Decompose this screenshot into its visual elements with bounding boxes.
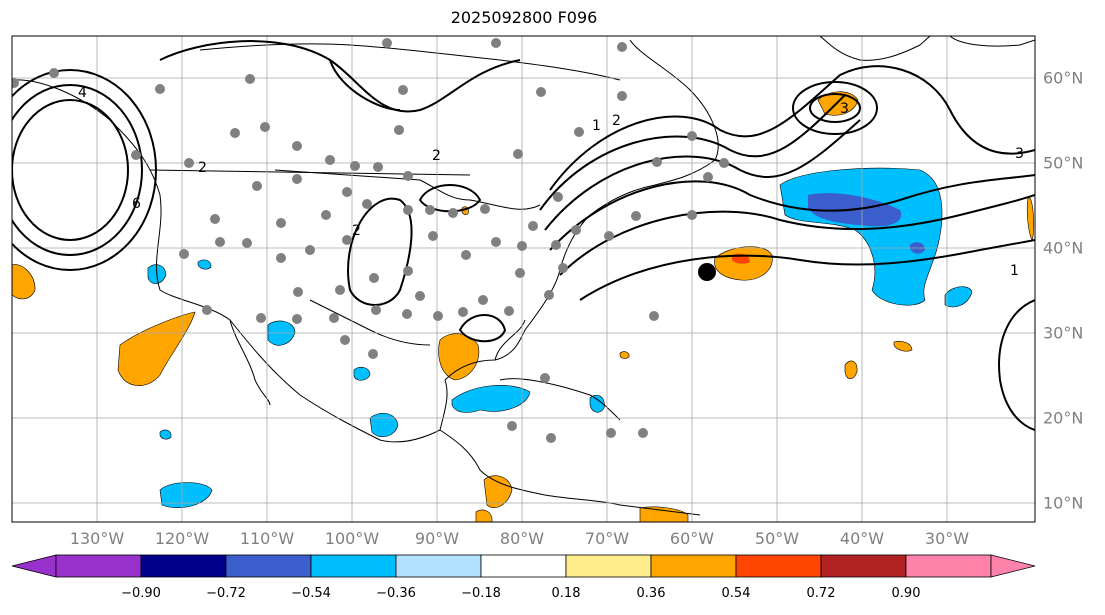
lon-label: 70°W xyxy=(584,529,630,548)
colorbar-tick: 0.18 xyxy=(551,586,581,601)
storm-center-marker xyxy=(698,263,716,281)
lon-label: 80°W xyxy=(499,529,545,548)
colorbar-bin xyxy=(310,554,397,578)
colorbar-tick: 0.36 xyxy=(636,586,666,601)
contour-label: 6 xyxy=(132,196,141,212)
colorbar-min-extend xyxy=(11,554,57,578)
colorbar-max-extend xyxy=(990,554,1036,578)
height-contours xyxy=(12,40,1035,431)
map-title: 2025092800 F096 xyxy=(450,8,598,27)
contour-label: 3 xyxy=(1015,146,1024,162)
contour-label: 1 xyxy=(1010,263,1019,279)
colorbar-bin xyxy=(395,554,482,578)
lon-label: 120°W xyxy=(154,529,210,548)
lat-label: 20°N xyxy=(1043,408,1084,428)
colorbar-bin xyxy=(735,554,822,578)
lon-label: 110°W xyxy=(239,529,295,548)
colorbar-tick: 0.54 xyxy=(721,586,751,601)
contour-label: 3 xyxy=(840,101,849,117)
lon-label: 90°W xyxy=(414,529,460,548)
lon-label: 40°W xyxy=(839,529,885,548)
map-frame-bg xyxy=(12,36,1035,522)
map-frame xyxy=(11,35,1036,523)
contour-label: 2 xyxy=(612,113,621,129)
lat-label: 30°N xyxy=(1043,323,1084,343)
colorbar-bin xyxy=(650,554,737,578)
colorbar-tick: −0.72 xyxy=(206,586,246,601)
colorbar-bin xyxy=(820,554,907,578)
contour-label: 4 xyxy=(78,85,87,101)
colorbar-bin xyxy=(480,554,567,578)
contour-label: 2 xyxy=(432,148,441,164)
colorbar-tick: −0.36 xyxy=(376,586,416,601)
colorbar-bin xyxy=(55,554,142,578)
lon-label: 130°W xyxy=(69,529,125,548)
negative-anomaly-areas xyxy=(147,167,973,509)
contour-label: 2 xyxy=(198,160,207,176)
lon-label: 50°W xyxy=(754,529,800,548)
colorbar-bin xyxy=(225,554,312,578)
colorbar-tick: −0.18 xyxy=(461,586,501,601)
station-markers xyxy=(12,38,729,443)
colorbar-bin xyxy=(905,554,992,578)
graticule xyxy=(12,36,1035,522)
lat-label: 10°N xyxy=(1043,493,1084,513)
lon-label: 100°W xyxy=(324,529,380,548)
positive-anomaly-areas xyxy=(12,91,1034,522)
lat-label: 60°N xyxy=(1043,68,1084,88)
colorbar-bin xyxy=(565,554,652,578)
colorbar-tick: −0.54 xyxy=(291,586,331,601)
colorbar-tick: 0.90 xyxy=(891,586,921,601)
colorbar xyxy=(11,554,1036,578)
contour-label: 2 xyxy=(352,223,361,239)
contour-label-group: 4 6 2 2 1 2 3 3 1 2 xyxy=(78,85,1024,279)
lat-label: 40°N xyxy=(1043,238,1084,258)
contour-label: 1 xyxy=(592,118,601,134)
lon-label: 30°W xyxy=(924,529,970,548)
colorbar-tick: 0.72 xyxy=(806,586,836,601)
lat-label: 50°N xyxy=(1043,153,1084,173)
colorbar-tick: −0.90 xyxy=(121,586,161,601)
colorbar-bin xyxy=(140,554,227,578)
lon-label: 60°W xyxy=(669,529,715,548)
